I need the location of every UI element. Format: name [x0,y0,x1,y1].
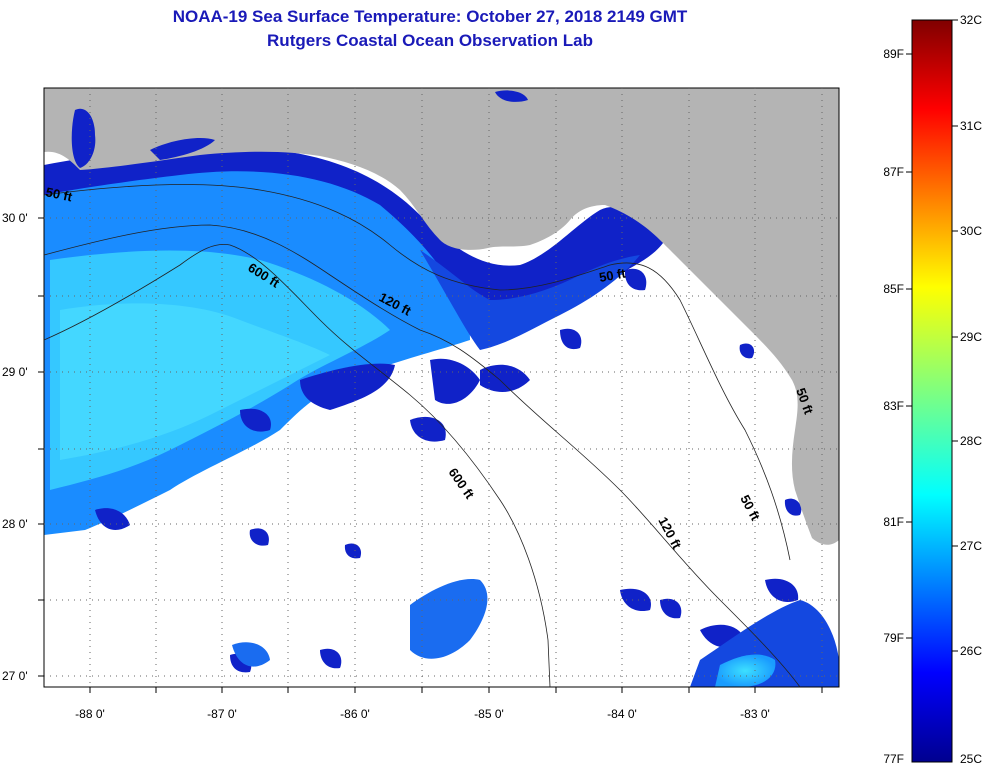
bay-north [495,90,528,102]
warm-water-core [60,303,330,460]
lat-label: 28 0' [2,517,28,531]
colorbar-c-label: 25C [960,752,982,766]
scattered-water-patches [95,268,802,673]
nearshore-water [44,146,665,341]
colorbar-f-label: 85F [883,282,904,296]
lon-label: -85 0' [474,707,504,721]
lat-label: 30 0' [2,211,28,225]
colorbar-c-label: 27C [960,539,982,553]
lon-label: -87 0' [207,707,237,721]
colorbar-c-label: 28C [960,434,982,448]
colorbar-c-label: 31C [960,119,982,133]
colorbar-f-label: 89F [883,47,904,61]
contour-label: 50 ft [44,184,74,204]
lon-label: -88 0' [75,707,105,721]
southeast-warm-water [715,654,776,687]
lon-label: -83 0' [740,707,770,721]
chart-title: NOAA-19 Sea Surface Temperature: October… [172,7,688,26]
chart-subtitle: Rutgers Coastal Ocean Observation Lab [267,31,593,50]
coastal-inlet-east [150,138,215,160]
colorbar-c-label: 29C [960,330,982,344]
bay-inlet [71,108,96,168]
longitude-axis: -88 0' -87 0' -86 0' -85 0' -84 0' -83 0… [75,687,823,721]
map-frame [43,87,840,688]
lon-label: -84 0' [607,707,637,721]
midshelf-water [420,250,640,350]
colorbar-f-label: 81F [883,515,904,529]
lon-label: -86 0' [340,707,370,721]
colorbar-f-label: 87F [883,165,904,179]
colorbar-f-label: 79F [883,631,904,645]
colorbar: 89F 87F 85F 83F 81F 79F 77F 32C 31C 30C … [883,13,982,766]
offshore-patch-southwest [232,642,270,667]
latitude-axis: 30 0' 29 0' 28 0' 27 0' [2,211,44,683]
offshore-patch-south [410,579,488,659]
lat-label: 29 0' [2,365,28,379]
land [44,88,839,545]
colorbar-c-label: 32C [960,13,982,27]
colorbar-f-label: 77F [883,752,904,766]
colorbar-f-label: 83F [883,399,904,413]
lat-label: 27 0' [2,669,28,683]
colorbar-c-label: 30C [960,224,982,238]
colorbar-c-label: 26C [960,644,982,658]
contour-label: 50 ft [598,265,628,285]
colorbar-gradient [911,19,953,763]
gridlines [44,88,839,687]
depth-contours [43,184,801,688]
